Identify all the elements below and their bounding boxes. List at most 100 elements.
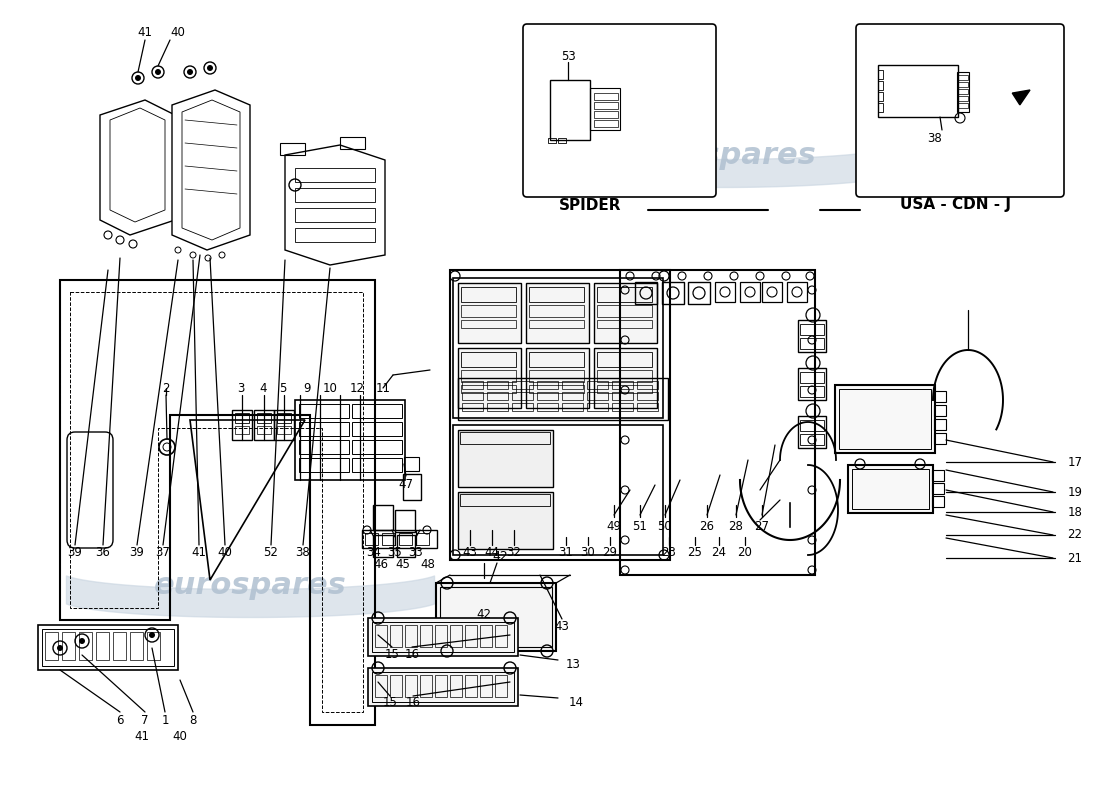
Bar [878,81,883,90]
Bar [878,70,883,79]
Text: 26: 26 [700,521,715,534]
Bar [512,392,534,400]
Bar [453,278,663,418]
Bar [839,389,931,449]
Text: 22: 22 [1067,529,1082,542]
Text: 48: 48 [420,558,436,571]
Bar [373,535,393,557]
Bar [365,533,378,545]
Text: 42: 42 [492,550,508,563]
Bar [362,530,437,548]
Bar [434,625,447,647]
Bar [352,440,402,454]
Bar [416,533,429,545]
Bar [562,392,583,400]
Bar [458,378,668,420]
Circle shape [79,638,85,644]
Bar [558,138,566,143]
Text: 45: 45 [396,558,410,571]
Bar [235,413,249,423]
Bar [397,535,415,557]
Bar [637,403,658,411]
Text: 35: 35 [387,546,403,559]
Bar [450,675,462,697]
Text: 49: 49 [606,521,621,534]
Bar [462,403,483,411]
Circle shape [148,632,155,638]
Bar [404,457,419,471]
Bar [620,270,815,575]
Text: 1: 1 [162,714,168,726]
Text: 4: 4 [260,382,266,394]
Bar [920,80,1055,165]
Bar [835,385,935,453]
Bar [550,80,590,140]
Bar [375,625,387,647]
Text: 15: 15 [385,647,399,661]
Bar [295,168,375,182]
Bar [487,392,508,400]
Bar [462,392,483,400]
Bar [453,425,663,555]
Bar [299,458,349,472]
Bar [460,494,550,506]
Text: USA - CDN - J: USA - CDN - J [900,198,1011,213]
Text: eurospares: eurospares [624,141,816,170]
Bar [852,469,930,509]
Bar [529,305,584,317]
Text: 16: 16 [405,647,419,661]
Bar [45,632,58,660]
Bar [958,89,968,94]
Bar [130,632,143,660]
Bar [740,282,760,302]
Bar [372,672,514,702]
Bar [340,137,365,149]
Bar [295,228,375,242]
Text: 12: 12 [350,382,364,394]
Bar [372,622,514,652]
Polygon shape [182,100,240,240]
Bar [548,138,556,143]
Bar [932,483,944,494]
Bar [461,287,516,302]
Bar [958,82,968,87]
Text: 43: 43 [554,621,570,634]
Text: 52: 52 [264,546,278,559]
Text: 46: 46 [374,558,388,571]
Bar [594,111,618,118]
Bar [798,416,826,448]
Bar [688,282,710,304]
Bar [878,103,883,112]
Bar [295,188,375,202]
Bar [958,96,968,101]
Bar [440,587,552,647]
Bar [79,632,92,660]
Bar [637,381,658,389]
Bar [529,287,584,302]
Bar [597,352,652,367]
Bar [612,381,632,389]
Bar [798,368,826,400]
Bar [635,282,657,304]
Text: 40: 40 [218,546,232,559]
Text: 25: 25 [688,546,703,559]
Bar [848,465,933,513]
Bar [480,625,492,647]
Text: 9: 9 [304,382,310,394]
Bar [382,533,395,545]
Bar [562,403,583,411]
Bar [403,474,421,500]
Bar [800,434,824,445]
Bar [420,625,432,647]
Bar [352,404,402,418]
Bar [594,348,657,408]
Text: 7: 7 [141,714,149,726]
Bar [878,65,958,117]
Text: 34: 34 [366,546,382,559]
Bar [529,370,584,382]
Text: 39: 39 [67,546,82,559]
Bar [461,385,516,393]
Text: 40: 40 [170,26,186,39]
Text: 41: 41 [134,730,150,742]
Text: eurospares: eurospares [154,570,346,599]
